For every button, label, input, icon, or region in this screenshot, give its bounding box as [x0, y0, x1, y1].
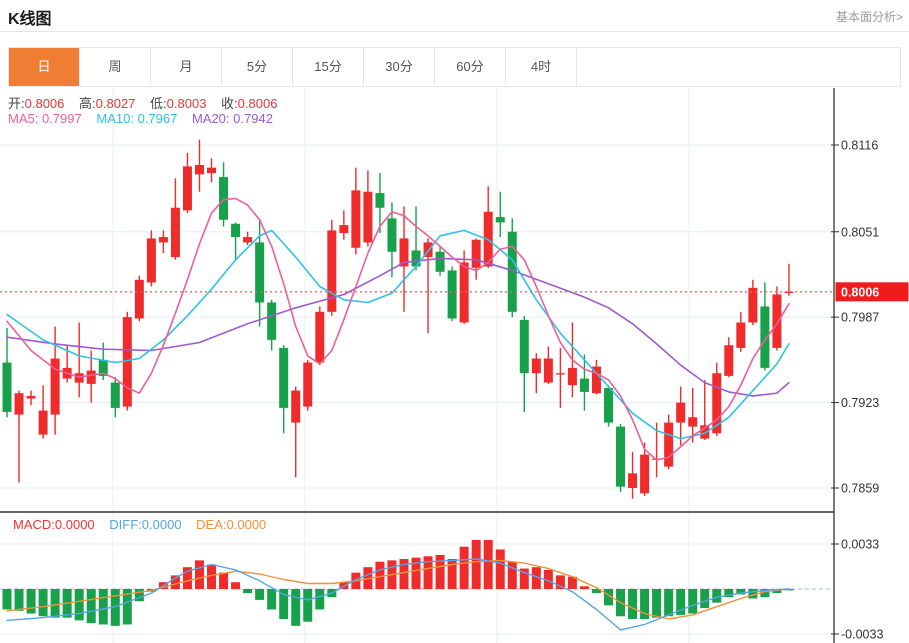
ma10-value: 0.7967 — [137, 111, 178, 126]
ma20-value: 0.7942 — [233, 111, 273, 126]
fundamental-analysis-link[interactable]: 基本面分析> — [835, 10, 903, 24]
tab-day[interactable]: 日 — [9, 48, 80, 86]
low-value: 0.8003 — [166, 96, 207, 111]
open-value: 0.8006 — [24, 96, 65, 111]
svg-text:0.7859: 0.7859 — [841, 482, 879, 496]
ma5-value: 0.7997 — [41, 111, 82, 126]
tab-week[interactable]: 周 — [80, 48, 151, 86]
ma20-label: MA20: — [191, 111, 230, 126]
tab-15min[interactable]: 15分 — [293, 48, 364, 86]
dea-label: DEA: — [196, 517, 227, 532]
ma5-label: MA5: — [8, 111, 39, 126]
high-label: 高: — [79, 96, 96, 111]
svg-text:0.8006: 0.8006 — [841, 285, 879, 299]
diff-value: 0.0000 — [141, 517, 182, 532]
close-label: 收: — [221, 96, 238, 111]
tab-30min[interactable]: 30分 — [364, 48, 435, 86]
svg-text:0.0033: 0.0033 — [841, 538, 879, 552]
macd-value: 0.0000 — [54, 517, 95, 532]
macd-label: MACD: — [13, 517, 55, 532]
svg-text:0.7987: 0.7987 — [841, 311, 879, 325]
timeframe-tabs: 日 周 月 5分 15分 30分 60分 4时 — [8, 47, 901, 87]
ma10-label: MA10: — [96, 111, 134, 126]
ohlc-row: 开:0.8006 高:0.8027 低:0.8003 收:0.8006 — [8, 93, 288, 112]
header-separator — [0, 31, 909, 32]
tabs-filler — [577, 48, 900, 86]
open-label: 开: — [8, 96, 25, 111]
svg-text:-0.0033: -0.0033 — [841, 628, 883, 642]
kline-chart[interactable]: 0.8116 0.8051 0.7987 0.7923 0.7859 0.0033 -0.0… — [0, 88, 909, 643]
dea-value: 0.0000 — [226, 517, 267, 532]
chart-area: 0.8116 0.8051 0.7987 0.7923 0.7859 0.0033 -0.0… — [0, 88, 909, 643]
tab-60min[interactable]: 60分 — [435, 48, 506, 86]
svg-text:0.7923: 0.7923 — [841, 396, 879, 410]
ma-row: MA5: 0.7997 MA10: 0.7967 MA20: 0.7942 — [8, 111, 284, 126]
close-value: 0.8006 — [237, 96, 278, 111]
macd-row: MACD:0.0000 DIFF:0.0000 DEA:0.0000 — [13, 517, 277, 532]
tab-4hour[interactable]: 4时 — [506, 48, 577, 86]
page-title: K线图 — [8, 11, 52, 28]
tab-month[interactable]: 月 — [151, 48, 222, 86]
tab-5min[interactable]: 5分 — [222, 48, 293, 86]
diff-label: DIFF: — [109, 517, 142, 532]
svg-text:0.8051: 0.8051 — [841, 225, 879, 239]
high-value: 0.8027 — [95, 96, 136, 111]
svg-text:0.8116: 0.8116 — [841, 139, 878, 153]
low-label: 低: — [150, 96, 167, 111]
